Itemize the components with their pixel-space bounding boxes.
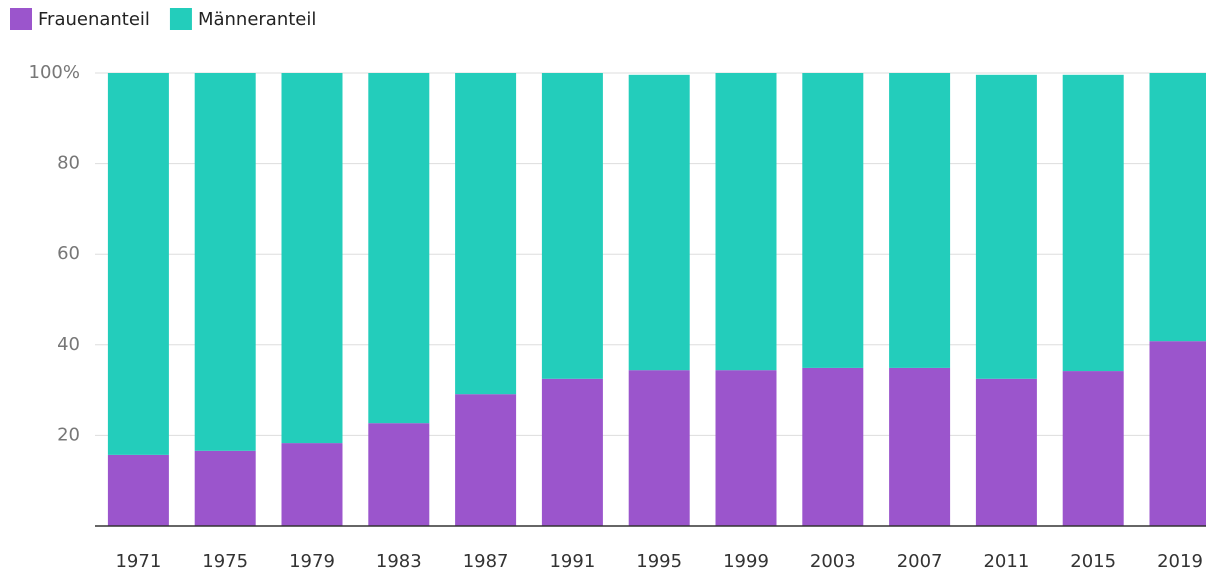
- legend-label: Männeranteil: [198, 9, 316, 30]
- bar-segment: [541, 378, 603, 526]
- x-tick-label: 2011: [983, 551, 1029, 572]
- bar-segment: [1149, 73, 1206, 342]
- x-tick-label: 1987: [463, 551, 509, 572]
- bar-segment: [194, 73, 256, 451]
- bar-segment: [455, 394, 517, 526]
- legend-label: Frauenanteil: [38, 9, 150, 30]
- bar-segment: [194, 450, 256, 526]
- x-tick-label: 2003: [810, 551, 856, 572]
- bar-segment: [1149, 341, 1206, 526]
- x-tick-label: 1975: [202, 551, 248, 572]
- bar-segment: [455, 73, 517, 395]
- x-tick-label: 1995: [636, 551, 682, 572]
- x-tick-label: 2007: [897, 551, 943, 572]
- bar-segment: [1062, 371, 1124, 526]
- x-tick-label: 1999: [723, 551, 769, 572]
- bar-segment: [368, 73, 430, 424]
- bar-segment: [541, 73, 603, 379]
- x-tick-label: 2019: [1157, 551, 1203, 572]
- bar-segment: [107, 454, 169, 526]
- x-tick-label: 1979: [289, 551, 335, 572]
- bar-segment: [889, 367, 951, 526]
- bar-segment: [281, 443, 343, 526]
- y-tick-label: 20: [57, 424, 80, 445]
- bar-segment: [628, 370, 690, 526]
- bar-segment: [802, 367, 864, 526]
- y-tick-label: 40: [57, 334, 80, 355]
- bar-segment: [1062, 74, 1124, 372]
- x-tick-label: 2015: [1070, 551, 1116, 572]
- bar-segment: [889, 73, 951, 368]
- bar-segment: [975, 74, 1037, 379]
- bar-segment: [715, 370, 777, 526]
- x-tick-label: 1983: [376, 551, 422, 572]
- legend-swatch: [169, 8, 192, 30]
- bar-segment: [975, 378, 1037, 526]
- x-tick-label: 1991: [549, 551, 595, 572]
- y-tick-label: 80: [57, 153, 80, 174]
- x-tick-label: 1971: [115, 551, 161, 572]
- bar-segment: [628, 74, 690, 371]
- bar-segment: [715, 73, 777, 371]
- bar-segment: [107, 73, 169, 455]
- bar-segment: [802, 73, 864, 368]
- bar-segment: [281, 73, 343, 444]
- bar-segment: [368, 423, 430, 526]
- y-tick-label: 60: [57, 243, 80, 264]
- y-tick-label: 100%: [29, 62, 80, 83]
- legend-swatch: [10, 8, 32, 30]
